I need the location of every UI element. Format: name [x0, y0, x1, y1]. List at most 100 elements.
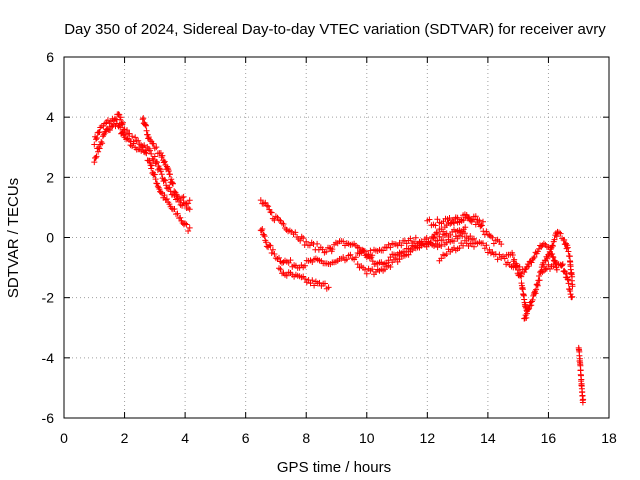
data-point — [140, 115, 147, 122]
data-point — [170, 180, 176, 187]
data-point — [528, 302, 535, 309]
data-point — [277, 266, 284, 273]
data-point — [266, 242, 273, 249]
data-point — [185, 200, 192, 207]
data-point — [302, 262, 308, 269]
data-point — [297, 237, 304, 244]
data-point — [460, 242, 467, 249]
data-point — [564, 244, 571, 251]
data-point — [469, 240, 476, 247]
data-point — [412, 234, 419, 241]
data-point — [490, 240, 497, 247]
data-point — [124, 127, 130, 134]
grid-lines — [64, 57, 609, 418]
data-point — [550, 243, 556, 249]
data-point — [166, 184, 173, 191]
data-point — [526, 302, 533, 309]
data-point — [174, 210, 181, 217]
x-tick-label: 12 — [420, 430, 436, 446]
data-point — [186, 197, 193, 204]
data-point — [259, 226, 266, 232]
data-point — [180, 193, 187, 200]
y-tick-label: 0 — [46, 230, 54, 246]
x-tick-label: 18 — [601, 430, 617, 446]
chart-title: Day 350 of 2024, Sidereal Day-to-day VTE… — [64, 21, 606, 38]
x-tick-label: 0 — [60, 430, 68, 446]
data-point — [468, 218, 475, 225]
data-point — [98, 138, 105, 145]
data-point — [432, 222, 439, 229]
data-point — [438, 243, 445, 249]
data-point — [565, 248, 572, 255]
data-point — [276, 265, 282, 272]
data-point — [91, 159, 98, 166]
data-point — [171, 188, 178, 195]
data-point — [525, 306, 532, 313]
data-point — [268, 250, 275, 256]
y-tick-label: -6 — [42, 410, 55, 426]
data-point — [158, 171, 165, 178]
data-point — [143, 122, 149, 129]
data-point — [421, 240, 428, 247]
data-point — [510, 264, 517, 271]
data-point — [368, 254, 375, 261]
y-axis-label: SDTVAR / TECUs — [5, 178, 22, 298]
data-point — [450, 219, 457, 225]
data-point — [309, 277, 316, 284]
data-point — [150, 140, 157, 147]
data-point — [329, 246, 336, 253]
data-point — [107, 127, 113, 133]
data-point — [494, 256, 501, 263]
data-point — [302, 276, 308, 282]
data-point — [263, 239, 270, 246]
data-point — [536, 273, 542, 279]
data-point — [553, 266, 560, 273]
data-point — [533, 286, 540, 293]
data-point — [569, 273, 576, 280]
y-tick-label: 6 — [46, 49, 54, 65]
data-point — [154, 159, 161, 166]
data-point — [183, 221, 190, 228]
data-point — [271, 251, 278, 257]
data-point — [367, 247, 374, 254]
data-point — [398, 242, 405, 249]
data-point — [498, 241, 505, 248]
data-point — [322, 280, 328, 287]
data-point — [533, 281, 540, 288]
data-points — [91, 111, 587, 406]
data-point — [163, 182, 170, 189]
data-point — [138, 147, 145, 154]
data-point — [440, 228, 447, 235]
data-point — [471, 243, 477, 250]
data-point — [159, 152, 166, 159]
data-point — [515, 267, 522, 273]
data-point — [148, 162, 155, 169]
data-point — [462, 224, 469, 231]
data-point — [132, 134, 139, 141]
data-point — [152, 176, 159, 183]
data-point — [276, 254, 282, 261]
data-point — [186, 224, 193, 231]
data-point — [139, 116, 146, 123]
data-point — [99, 140, 106, 147]
data-point — [267, 242, 274, 249]
data-point — [165, 168, 172, 174]
data-point — [483, 242, 490, 249]
y-tick-label: 2 — [46, 169, 54, 185]
data-point — [110, 121, 117, 128]
data-point — [550, 254, 557, 261]
data-point — [392, 255, 399, 262]
data-point — [489, 234, 496, 241]
data-point — [130, 138, 137, 145]
data-point — [162, 177, 169, 184]
data-point — [534, 282, 541, 289]
data-point — [509, 252, 516, 258]
data-point — [166, 201, 173, 208]
x-tick-label: 14 — [480, 430, 496, 446]
data-point — [360, 247, 367, 254]
data-point — [521, 269, 528, 276]
data-point — [93, 136, 99, 143]
data-point — [157, 189, 164, 196]
data-point — [129, 133, 136, 140]
